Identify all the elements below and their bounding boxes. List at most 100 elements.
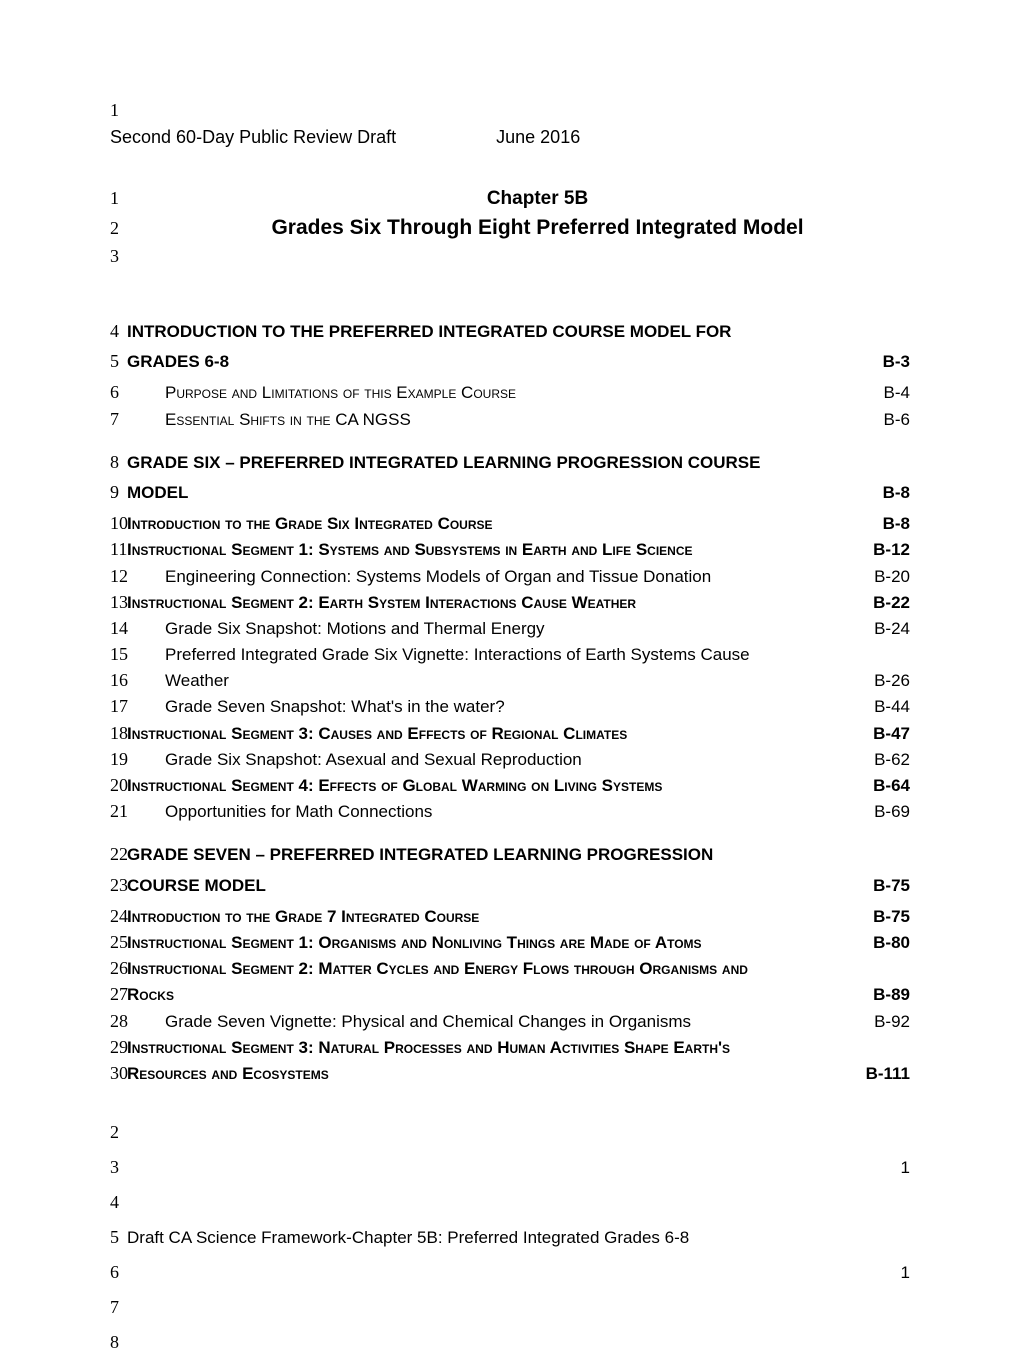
document-header: Second 60-Day Public Review Draft June 2… (110, 127, 910, 148)
intro-text2: GRADES 6-8 (127, 350, 859, 374)
page-ref: B-3 (883, 350, 910, 374)
line-num: 12 (110, 564, 127, 589)
line-num: 14 (110, 616, 127, 641)
toc-row: 29Instructional Segment 3: Natural Proce… (110, 1035, 910, 1060)
toc-text: Instructional Segment 4: Effects of Glob… (127, 774, 849, 798)
page-ref: B-92 (874, 1010, 910, 1034)
page-ref: B-6 (884, 408, 910, 432)
intro-heading-2: 5 GRADES 6-8 B-3 (110, 349, 910, 374)
line-num: 16 (110, 668, 127, 693)
toc-row: 25Instructional Segment 1: Organisms and… (110, 930, 910, 955)
footer-row: 7 (110, 1297, 910, 1318)
toc-row: 17Grade Seven Snapshot: What's in the wa… (110, 694, 910, 719)
toc-text: Introduction to the Grade Six Integrated… (127, 512, 859, 536)
grade6-heading: 8 GRADE SIX – PREFERRED INTEGRATED LEARN… (110, 450, 910, 475)
toc-text: Grade Seven Snapshot: What's in the wate… (127, 695, 850, 719)
line-num: 26 (110, 956, 127, 981)
footer-row: 8 (110, 1332, 910, 1353)
grade7-title2: COURSE MODEL (127, 874, 849, 898)
toc-row: 10Introduction to the Grade Six Integrat… (110, 511, 910, 536)
toc-text: Essential Shifts in the CA NGSS (165, 408, 860, 432)
page-ref: B-64 (873, 774, 910, 798)
grade7-title1: GRADE SEVEN – PREFERRED INTEGRATED LEARN… (127, 843, 713, 867)
toc-text: Instructional Segment 1: Organisms and N… (127, 931, 849, 955)
grade6-title2: MODEL (127, 481, 859, 505)
footer-row: 31 (110, 1157, 910, 1178)
toc-row: 18Instructional Segment 3: Causes and Ef… (110, 721, 910, 746)
grade7-heading-2: 23 COURSE MODEL B-75 (110, 873, 910, 898)
footer-page: 1 (901, 1263, 910, 1283)
toc-text: Grade Six Snapshot: Motions and Thermal … (127, 617, 850, 641)
toc-row: 15Preferred Integrated Grade Six Vignett… (110, 642, 910, 667)
line-num: 11 (110, 537, 127, 562)
line-num: 3 (110, 246, 165, 267)
page-ref: B-44 (874, 695, 910, 719)
line-num: 21 (110, 799, 127, 824)
page-ref: B-111 (866, 1062, 910, 1086)
page-ref: B-80 (873, 931, 910, 955)
toc7-container: 24Introduction to the Grade 7 Integrated… (110, 904, 910, 1086)
line-num: 23 (110, 873, 127, 898)
line-num: 9 (110, 480, 127, 505)
line-num: 6 (110, 1262, 127, 1283)
toc-text: Instructional Segment 2: Matter Cycles a… (127, 957, 910, 981)
page-ref: B-62 (874, 748, 910, 772)
chapter-subtitle: Grades Six Through Eight Preferred Integ… (165, 216, 910, 240)
toc-text: Purpose and Limitations of this Example … (165, 381, 860, 405)
toc-row: 30Resources and EcosystemsB-111 (110, 1061, 910, 1086)
line-num: 4 (110, 319, 127, 344)
page-ref: B-75 (873, 874, 910, 898)
footer-text: Draft CA Science Framework-Chapter 5B: P… (127, 1228, 910, 1248)
footer-page: 1 (901, 1158, 910, 1178)
line-num: 19 (110, 747, 127, 772)
line-num: 17 (110, 694, 127, 719)
line-num: 20 (110, 773, 127, 798)
toc-text: Instructional Segment 3: Causes and Effe… (127, 722, 849, 746)
page-ref: B-89 (873, 983, 910, 1007)
toc-text: Engineering Connection: Systems Models o… (127, 565, 850, 589)
line-num: 2 (110, 218, 165, 239)
page-ref: B-24 (874, 617, 910, 641)
toc-text: Rocks (127, 983, 849, 1007)
line-num: 5 (110, 349, 127, 374)
line-num: 1 (110, 188, 165, 209)
grade7-heading: 22 GRADE SEVEN – PREFERRED INTEGRATED LE… (110, 842, 910, 867)
page-ref: B-20 (874, 565, 910, 589)
line-num: 25 (110, 930, 127, 955)
footer-row: 4 (110, 1192, 910, 1213)
page-ref: B-22 (873, 591, 910, 615)
line-num: 7 (110, 1297, 127, 1318)
intro-heading: 4 INTRODUCTION TO THE PREFERRED INTEGRAT… (110, 319, 910, 344)
footer-row: 61 (110, 1262, 910, 1283)
line-num: 10 (110, 511, 127, 536)
toc-text: Weather (127, 669, 850, 693)
page-ref: B-8 (883, 481, 910, 505)
chapter-line: 1 Chapter 5B (110, 188, 910, 210)
toc-row: 26Instructional Segment 2: Matter Cycles… (110, 956, 910, 981)
toc-row: 11Instructional Segment 1: Systems and S… (110, 537, 910, 562)
line-num: 2 (110, 1122, 127, 1143)
line-num: 6 (110, 380, 165, 405)
line-num: 8 (110, 1332, 127, 1353)
grade6-title1: GRADE SIX – PREFERRED INTEGRATED LEARNIN… (127, 451, 760, 475)
toc-row: 24Introduction to the Grade 7 Integrated… (110, 904, 910, 929)
line-num: 22 (110, 842, 127, 867)
grade6-heading-2: 9 MODEL B-8 (110, 480, 910, 505)
toc-text: Opportunities for Math Connections (127, 800, 850, 824)
line-num: 18 (110, 721, 127, 746)
toc-row: 13Instructional Segment 2: Earth System … (110, 590, 910, 615)
toc-row: 7 Essential Shifts in the CA NGSS B-6 (110, 407, 910, 432)
line-num: 4 (110, 1192, 127, 1213)
blank-line: 3 (110, 246, 910, 267)
line-num: 3 (110, 1157, 127, 1178)
toc-row: 6 Purpose and Limitations of this Exampl… (110, 380, 910, 405)
page-ref: B-69 (874, 800, 910, 824)
page-ref: B-12 (873, 538, 910, 562)
toc-row: 16WeatherB-26 (110, 668, 910, 693)
line-num: 24 (110, 904, 127, 929)
page-ref: B-8 (883, 512, 910, 536)
toc-row: 28Grade Seven Vignette: Physical and Che… (110, 1009, 910, 1034)
toc-row: 14Grade Six Snapshot: Motions and Therma… (110, 616, 910, 641)
header-left: Second 60-Day Public Review Draft (110, 127, 396, 148)
line-num: 8 (110, 450, 127, 475)
